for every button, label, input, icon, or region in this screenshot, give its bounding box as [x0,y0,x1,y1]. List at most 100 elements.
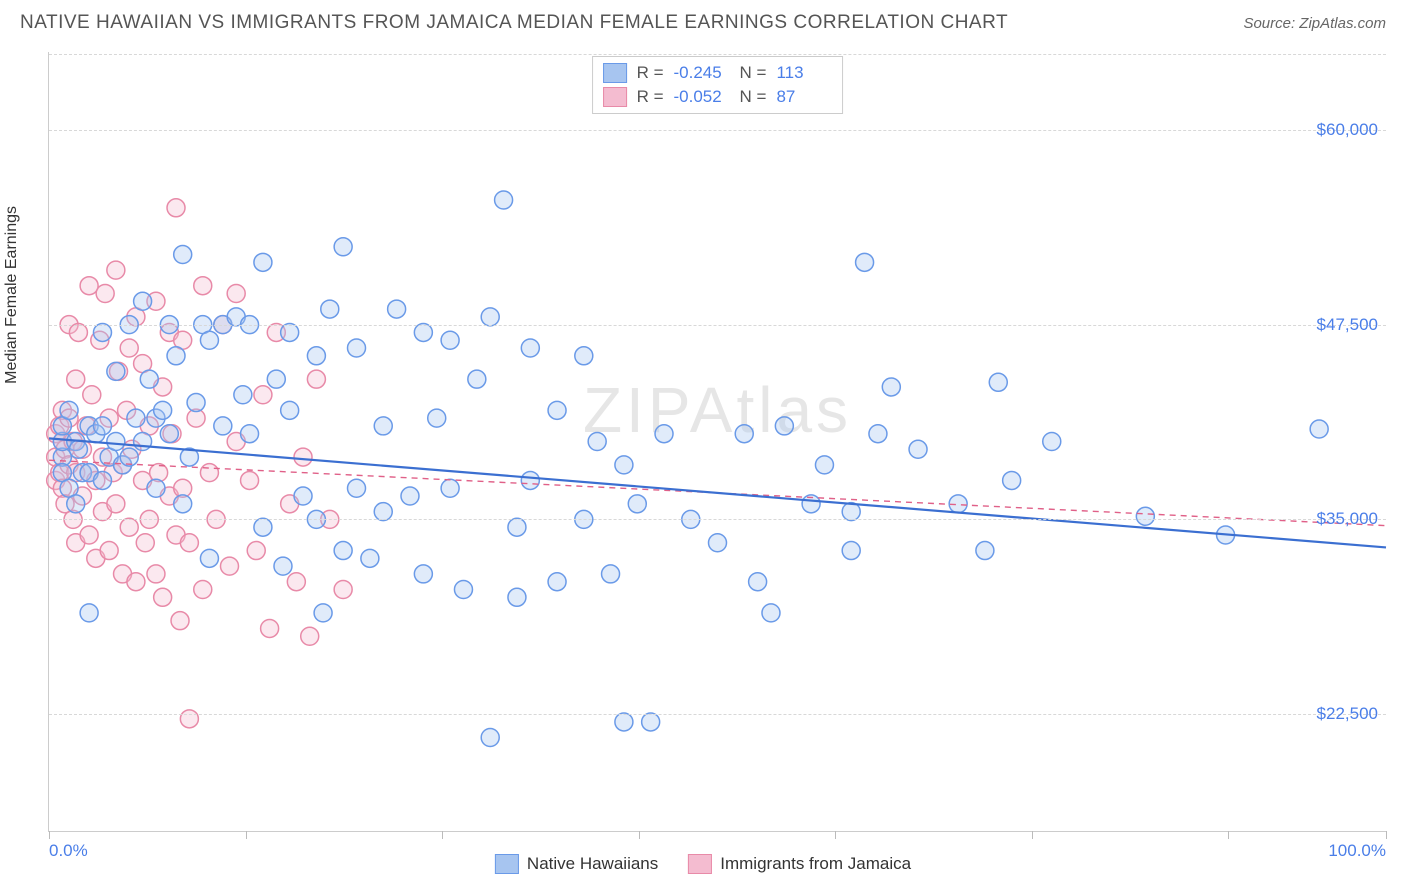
data-point [334,581,352,599]
data-point [307,370,325,388]
data-point [976,542,994,560]
data-point [294,487,312,505]
data-point [481,308,499,326]
data-point [856,253,874,271]
data-point [160,425,178,443]
data-point [194,277,212,295]
data-point [374,503,392,521]
data-point [254,386,272,404]
data-point [401,487,419,505]
data-point [588,433,606,451]
chart-title: NATIVE HAWAIIAN VS IMMIGRANTS FROM JAMAI… [20,12,1008,34]
data-point [548,573,566,591]
data-point [154,401,172,419]
data-point [134,292,152,310]
data-point [989,373,1007,391]
data-point [127,573,145,591]
data-point [481,729,499,747]
correlation-row: R = -0.245 N = 113 [603,61,833,85]
data-point [521,471,539,489]
data-point [1003,471,1021,489]
data-point [441,479,459,497]
y-tick-label: $35,000 [1317,509,1378,529]
data-point [140,370,158,388]
data-point [281,401,299,419]
data-point [80,526,98,544]
data-point [348,479,366,497]
r-value: -0.245 [674,63,730,83]
r-label: R = [637,87,664,107]
data-point [241,471,259,489]
legend-item: Immigrants from Jamaica [688,854,911,874]
legend-label: Native Hawaiians [527,854,658,874]
x-tick-label: 0.0% [49,841,88,861]
correlation-row: R = -0.052 N = 87 [603,85,833,109]
data-point [267,370,285,388]
r-value: -0.052 [674,87,730,107]
data-point [93,323,111,341]
x-tick [442,831,443,839]
r-label: R = [637,63,664,83]
swatch-icon [603,87,627,107]
data-point [254,518,272,536]
data-point [348,339,366,357]
gridline [49,714,1386,715]
x-tick-label: 100.0% [1328,841,1386,861]
data-point [120,518,138,536]
data-point [287,573,305,591]
data-point [93,417,111,435]
data-point [214,417,232,435]
chart-area: ZIPAtlas R = -0.245 N = 113 R = -0.052 N… [48,52,1386,832]
data-point [334,542,352,560]
data-point [174,495,192,513]
x-tick [1032,831,1033,839]
correlation-legend: R = -0.245 N = 113 R = -0.052 N = 87 [592,56,844,114]
data-point [60,401,78,419]
data-point [83,386,101,404]
data-point [147,479,165,497]
data-point [187,394,205,412]
data-point [96,284,114,302]
swatch-icon [603,63,627,83]
data-point [909,440,927,458]
header: NATIVE HAWAIIAN VS IMMIGRANTS FROM JAMAI… [0,0,1406,42]
data-point [815,456,833,474]
data-point [227,284,245,302]
data-point [174,246,192,264]
data-point [615,456,633,474]
data-point [147,565,165,583]
data-point [749,573,767,591]
data-point [194,581,212,599]
legend-item: Native Hawaiians [495,854,658,874]
data-point [136,534,154,552]
x-tick [835,831,836,839]
data-point [180,534,198,552]
data-point [508,518,526,536]
data-point [234,386,252,404]
data-point [762,604,780,622]
data-point [200,549,218,567]
data-point [842,542,860,560]
gridline [49,519,1386,520]
data-point [882,378,900,396]
y-tick-label: $60,000 [1317,120,1378,140]
data-point [281,323,299,341]
data-point [454,581,472,599]
series-legend: Native Hawaiians Immigrants from Jamaica [495,854,911,874]
n-value: 87 [776,87,832,107]
source-label: Source: ZipAtlas.com [1243,15,1386,32]
data-point [261,619,279,637]
data-point [171,612,189,630]
data-point [167,347,185,365]
data-point [69,323,87,341]
data-point [180,710,198,728]
x-tick [1386,831,1387,839]
data-point [508,588,526,606]
data-point [67,370,85,388]
data-point [334,238,352,256]
data-point [107,362,125,380]
n-label: N = [740,63,767,83]
data-point [428,409,446,427]
data-point [495,191,513,209]
data-point [200,331,218,349]
